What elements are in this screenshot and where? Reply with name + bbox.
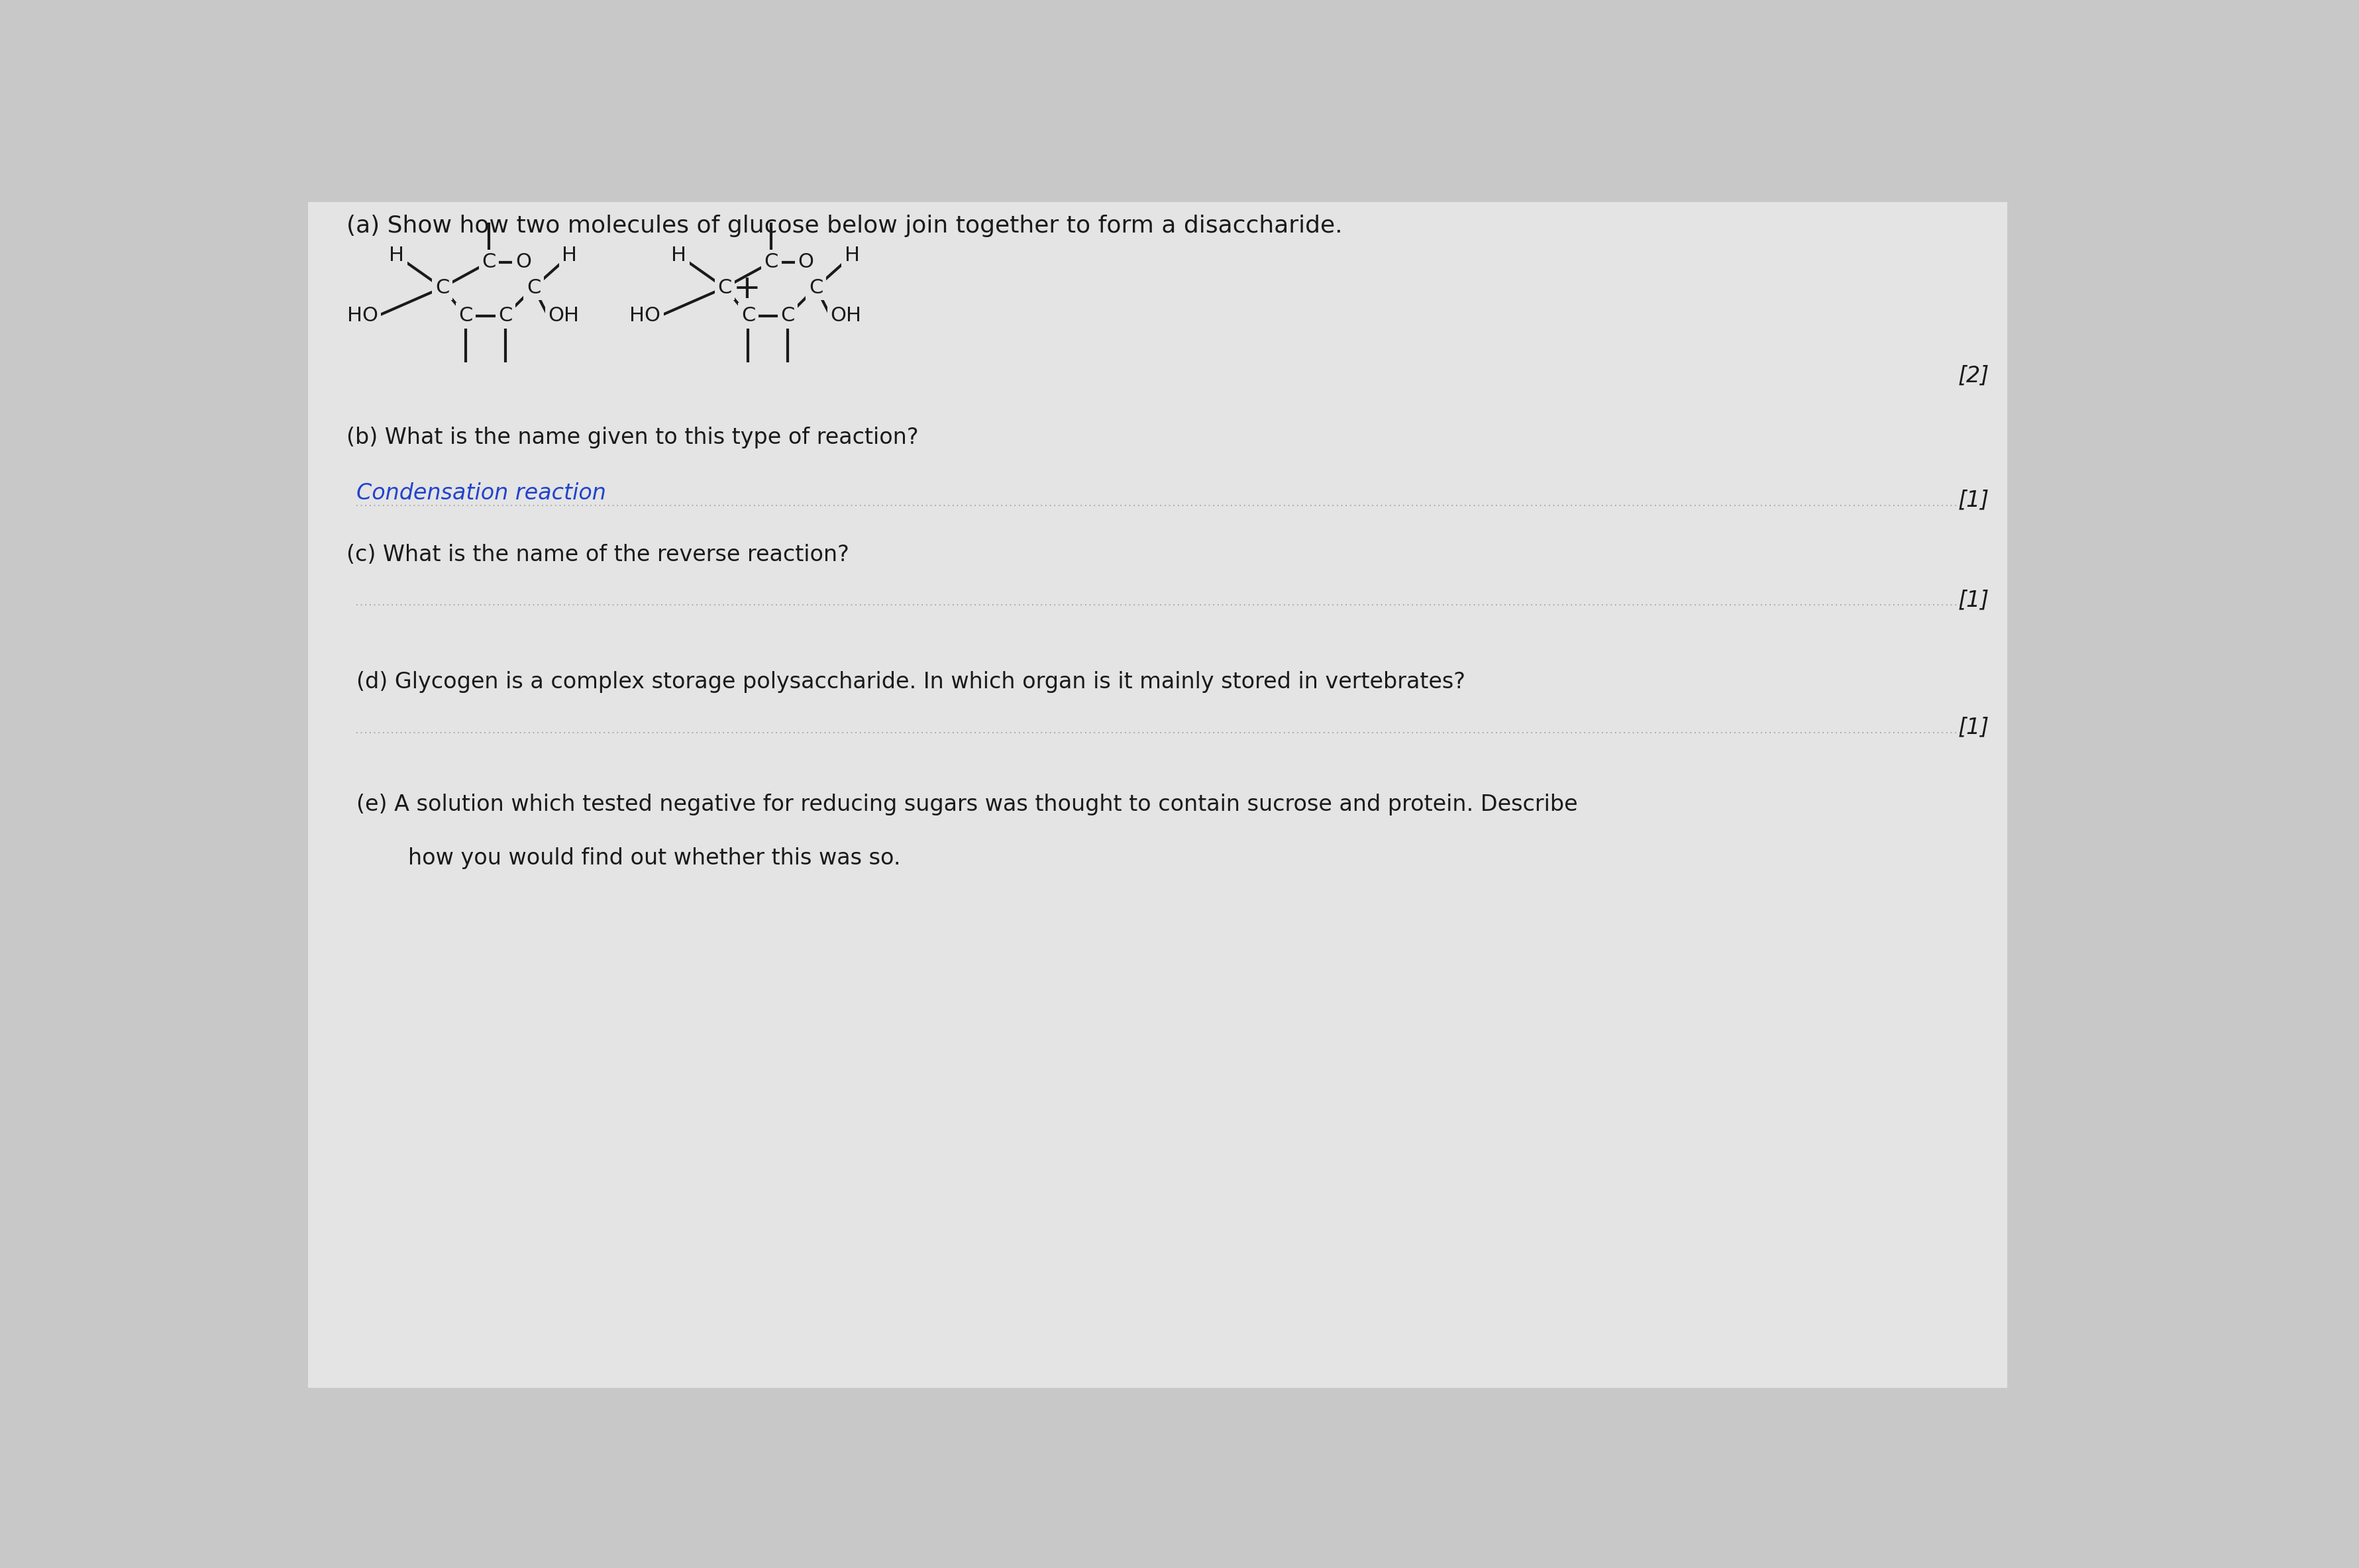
Text: HO: HO (630, 306, 661, 325)
Text: C: C (458, 306, 472, 325)
Text: H: H (561, 246, 578, 265)
Text: H: H (672, 246, 686, 265)
Text: H: H (845, 246, 859, 265)
Text: [1]: [1] (1958, 590, 1989, 610)
Text: C: C (764, 252, 778, 271)
Text: C: C (781, 306, 795, 325)
Text: OH: OH (830, 306, 861, 325)
Text: (e) A solution which tested negative for reducing sugars was thought to contain : (e) A solution which tested negative for… (356, 793, 1578, 815)
Text: +: + (734, 273, 760, 304)
Text: [2]: [2] (1958, 364, 1989, 386)
Text: C: C (809, 278, 823, 298)
Text: OH: OH (547, 306, 578, 325)
Text: C: C (434, 278, 448, 298)
Text: C: C (498, 306, 512, 325)
Text: C: C (481, 252, 495, 271)
Text: (d) Glycogen is a complex storage polysaccharide. In which organ is it mainly st: (d) Glycogen is a complex storage polysa… (356, 671, 1465, 693)
Text: HO: HO (347, 306, 377, 325)
Text: O: O (514, 252, 531, 271)
Text: (b) What is the name given to this type of reaction?: (b) What is the name given to this type … (347, 426, 918, 448)
FancyBboxPatch shape (307, 202, 2008, 1388)
Text: O: O (797, 252, 814, 271)
Text: C: C (741, 306, 755, 325)
Text: (a) Show how two molecules of glucose below join together to form a disaccharide: (a) Show how two molecules of glucose be… (347, 215, 1342, 237)
Text: C: C (717, 278, 731, 298)
Text: [1]: [1] (1958, 489, 1989, 511)
Text: H: H (389, 246, 403, 265)
Text: (c) What is the name of the reverse reaction?: (c) What is the name of the reverse reac… (347, 544, 849, 566)
Text: [1]: [1] (1958, 717, 1989, 739)
Text: C: C (526, 278, 540, 298)
Text: how you would find out whether this was so.: how you would find out whether this was … (408, 847, 901, 869)
Text: Condensation reaction: Condensation reaction (356, 483, 606, 505)
